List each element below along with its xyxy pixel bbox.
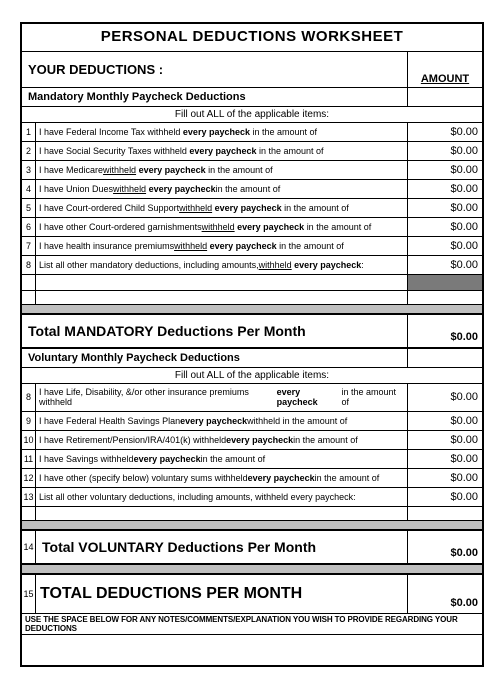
row-amount[interactable]: $0.00 bbox=[408, 123, 482, 141]
row-amount[interactable]: $0.00 bbox=[408, 199, 482, 217]
row-desc: I have Federal Income Tax withheld every… bbox=[36, 123, 408, 141]
table-row: 8 List all other mandatory deductions, i… bbox=[22, 256, 482, 275]
row-number: 8 bbox=[22, 384, 36, 411]
voluntary-subtotal-amount: $0.00 bbox=[408, 531, 482, 563]
row-desc: I have Court-ordered Child Support withh… bbox=[36, 199, 408, 217]
row-desc: I have Retirement/Pension/IRA/401(k) wit… bbox=[36, 431, 408, 449]
row-amount[interactable]: $0.00 bbox=[408, 142, 482, 160]
row-number: 14 bbox=[22, 531, 36, 563]
row-amount[interactable]: $0.00 bbox=[408, 469, 482, 487]
row-number: 8 bbox=[22, 256, 36, 274]
row-amount[interactable]: $0.00 bbox=[408, 450, 482, 468]
table-row: 2 I have Social Security Taxes withheld … bbox=[22, 142, 482, 161]
row-number: 15 bbox=[22, 575, 36, 613]
separator-band bbox=[22, 565, 482, 575]
row-amount[interactable]: $0.00 bbox=[408, 180, 482, 198]
mandatory-heading-row: Mandatory Monthly Paycheck Deductions bbox=[22, 88, 482, 107]
row-desc: List all other mandatory deductions, inc… bbox=[36, 256, 408, 274]
total-amount: $0.00 bbox=[408, 575, 482, 613]
table-row: 13 List all other voluntary deductions, … bbox=[22, 488, 482, 507]
row-amount[interactable]: $0.00 bbox=[408, 412, 482, 430]
table-row: 8 I have Life, Disability, &/or other in… bbox=[22, 384, 482, 412]
row-desc: I have Medicare withheld every paycheck … bbox=[36, 161, 408, 179]
footer-instruction: USE THE SPACE BELOW FOR ANY NOTES/COMMEN… bbox=[22, 614, 482, 635]
mandatory-subtotal-amount: $0.00 bbox=[408, 315, 482, 347]
row-number: 12 bbox=[22, 469, 36, 487]
row-number: 13 bbox=[22, 488, 36, 506]
header-row: YOUR DEDUCTIONS : AMOUNT bbox=[22, 52, 482, 88]
total-row: 15 TOTAL DEDUCTIONS PER MONTH $0.00 bbox=[22, 575, 482, 614]
separator-band bbox=[22, 305, 482, 315]
mandatory-subtotal-label: Total MANDATORY Deductions Per Month bbox=[22, 315, 408, 347]
row-number: 10 bbox=[22, 431, 36, 449]
table-row: 6 I have other Court-ordered garnishment… bbox=[22, 218, 482, 237]
row-desc: I have health insurance premiums withhel… bbox=[36, 237, 408, 255]
row-number: 2 bbox=[22, 142, 36, 160]
notes-area[interactable] bbox=[22, 635, 482, 665]
row-amount[interactable]: $0.00 bbox=[408, 384, 482, 411]
voluntary-instruction: Fill out ALL of the applicable items: bbox=[22, 368, 482, 384]
table-row: 12 I have other (specify below) voluntar… bbox=[22, 469, 482, 488]
table-row: 3 I have Medicare withheld every paychec… bbox=[22, 161, 482, 180]
mandatory-instruction: Fill out ALL of the applicable items: bbox=[22, 107, 482, 123]
table-row: 7 I have health insurance premiums withh… bbox=[22, 237, 482, 256]
total-label: TOTAL DEDUCTIONS PER MONTH bbox=[36, 575, 408, 613]
row-number: 9 bbox=[22, 412, 36, 430]
worksheet-frame: PERSONAL DEDUCTIONS WORKSHEET YOUR DEDUC… bbox=[20, 22, 484, 667]
row-desc: I have Union Dues withheld every paychec… bbox=[36, 180, 408, 198]
table-row: 4 I have Union Dues withheld every paych… bbox=[22, 180, 482, 199]
table-row: 10 I have Retirement/Pension/IRA/401(k) … bbox=[22, 431, 482, 450]
row-amount[interactable]: $0.00 bbox=[408, 431, 482, 449]
table-row: 11 I have Savings withheld every paychec… bbox=[22, 450, 482, 469]
blank-row bbox=[22, 507, 482, 521]
voluntary-subtotal-row: 14 Total VOLUNTARY Deductions Per Month … bbox=[22, 531, 482, 565]
voluntary-subtotal-label: Total VOLUNTARY Deductions Per Month bbox=[36, 531, 408, 563]
row-number: 3 bbox=[22, 161, 36, 179]
row-number: 11 bbox=[22, 450, 36, 468]
row-desc: I have Savings withheld every paycheck i… bbox=[36, 450, 408, 468]
table-row: 9 I have Federal Health Savings Plan eve… bbox=[22, 412, 482, 431]
your-deductions-label: YOUR DEDUCTIONS : bbox=[22, 52, 408, 87]
voluntary-heading-row: Voluntary Monthly Paycheck Deductions bbox=[22, 349, 482, 368]
row-number: 7 bbox=[22, 237, 36, 255]
table-row: 1 I have Federal Income Tax withheld eve… bbox=[22, 123, 482, 142]
worksheet-page: PERSONAL DEDUCTIONS WORKSHEET YOUR DEDUC… bbox=[0, 0, 504, 689]
row-amount[interactable]: $0.00 bbox=[408, 161, 482, 179]
row-amount[interactable]: $0.00 bbox=[408, 237, 482, 255]
row-desc: List all other voluntary deductions, inc… bbox=[36, 488, 408, 506]
mandatory-heading: Mandatory Monthly Paycheck Deductions bbox=[22, 88, 408, 107]
table-row: 5 I have Court-ordered Child Support wit… bbox=[22, 199, 482, 218]
mandatory-subtotal-row: Total MANDATORY Deductions Per Month $0.… bbox=[22, 315, 482, 349]
blank-row bbox=[22, 291, 482, 305]
shaded-cell bbox=[408, 275, 482, 290]
row-desc: I have other Court-ordered garnishments … bbox=[36, 218, 408, 236]
voluntary-heading: Voluntary Monthly Paycheck Deductions bbox=[22, 349, 408, 368]
amount-column-header: AMOUNT bbox=[408, 52, 482, 87]
row-desc: I have other (specify below) voluntary s… bbox=[36, 469, 408, 487]
table-row bbox=[22, 275, 482, 291]
row-amount[interactable]: $0.00 bbox=[408, 256, 482, 274]
page-title: PERSONAL DEDUCTIONS WORKSHEET bbox=[22, 24, 482, 52]
row-desc: I have Federal Health Savings Plan every… bbox=[36, 412, 408, 430]
row-amount[interactable]: $0.00 bbox=[408, 218, 482, 236]
row-amount[interactable]: $0.00 bbox=[408, 488, 482, 506]
row-number: 4 bbox=[22, 180, 36, 198]
row-desc: I have Life, Disability, &/or other insu… bbox=[36, 384, 408, 411]
row-number: 6 bbox=[22, 218, 36, 236]
row-number: 5 bbox=[22, 199, 36, 217]
separator-band bbox=[22, 521, 482, 531]
row-desc: I have Social Security Taxes withheld ev… bbox=[36, 142, 408, 160]
row-number: 1 bbox=[22, 123, 36, 141]
